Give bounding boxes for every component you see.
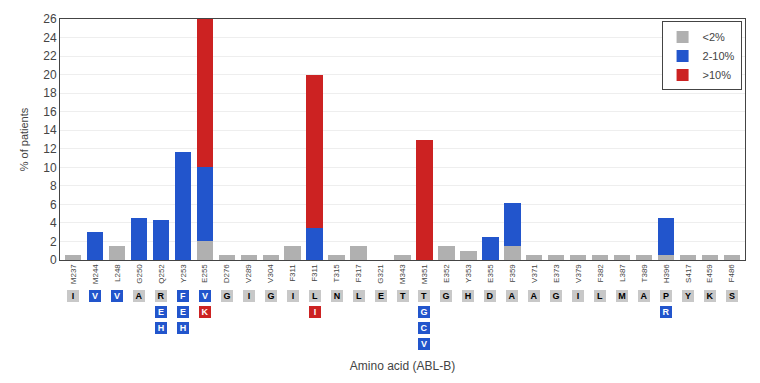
svg-text:R: R: [158, 291, 165, 301]
svg-text:L: L: [597, 291, 603, 301]
svg-text:F311: F311: [288, 264, 297, 282]
svg-text:G321: G321: [376, 264, 385, 284]
svg-text:A: A: [136, 291, 143, 301]
svg-text:I: I: [577, 291, 580, 301]
svg-text:4: 4: [50, 216, 57, 230]
svg-text:L248: L248: [113, 264, 122, 282]
svg-text:H: H: [180, 323, 187, 333]
svg-text:C: C: [421, 323, 428, 333]
svg-text:G: G: [442, 291, 449, 301]
svg-text:M343: M343: [398, 264, 407, 285]
svg-text:L: L: [312, 291, 318, 301]
svg-text:H396: H396: [662, 264, 671, 284]
svg-text:16: 16: [43, 105, 57, 119]
svg-text:8: 8: [50, 179, 57, 193]
svg-text:E: E: [180, 307, 186, 317]
svg-text:E352: E352: [442, 264, 451, 283]
svg-text:<2%: <2%: [703, 31, 726, 43]
svg-text:V: V: [421, 339, 427, 349]
svg-text:V: V: [114, 291, 120, 301]
svg-text:H: H: [158, 323, 165, 333]
svg-text:K: K: [707, 291, 714, 301]
svg-text:A: A: [531, 291, 538, 301]
svg-text:2-10%: 2-10%: [703, 50, 735, 62]
svg-text:T389: T389: [640, 264, 649, 283]
svg-text:T: T: [421, 291, 427, 301]
svg-text:D: D: [487, 291, 494, 301]
svg-text:G250: G250: [135, 264, 144, 284]
svg-text:% of patients: % of patients: [18, 107, 30, 171]
svg-text:V289: V289: [244, 264, 253, 283]
svg-text:G: G: [267, 291, 274, 301]
svg-text:L: L: [356, 291, 362, 301]
svg-text:M: M: [618, 291, 626, 301]
svg-text:E255: E255: [201, 264, 210, 283]
svg-text:T315: T315: [332, 264, 341, 283]
svg-text:I: I: [292, 291, 295, 301]
svg-text:E: E: [378, 291, 384, 301]
svg-text:A: A: [509, 291, 516, 301]
svg-text:I: I: [314, 307, 317, 317]
svg-text:V: V: [92, 291, 98, 301]
svg-text:G: G: [223, 291, 230, 301]
svg-text:L387: L387: [618, 264, 627, 282]
svg-text:22: 22: [43, 49, 57, 63]
svg-text:20: 20: [43, 68, 57, 82]
svg-text:P: P: [663, 291, 669, 301]
svg-text:Y: Y: [685, 291, 691, 301]
svg-text:26: 26: [43, 12, 57, 26]
svg-text:S417: S417: [684, 264, 693, 283]
svg-text:Amino acid (ABL-B): Amino acid (ABL-B): [350, 359, 455, 373]
svg-text:H: H: [465, 291, 472, 301]
svg-text:D276: D276: [222, 264, 231, 284]
svg-text:14: 14: [43, 123, 57, 137]
svg-text:F359: F359: [508, 264, 517, 283]
svg-text:V379: V379: [574, 264, 583, 283]
svg-text:S: S: [729, 291, 735, 301]
svg-text:R: R: [663, 307, 670, 317]
svg-text:M244: M244: [91, 264, 100, 285]
svg-text:V304: V304: [266, 264, 275, 283]
svg-text:>10%: >10%: [703, 69, 732, 81]
svg-text:6: 6: [50, 198, 57, 212]
svg-text:K: K: [202, 307, 209, 317]
svg-text:24: 24: [43, 31, 57, 45]
svg-text:F486: F486: [727, 264, 736, 283]
svg-text:F: F: [180, 291, 186, 301]
svg-text:10: 10: [43, 161, 57, 175]
svg-text:V371: V371: [530, 264, 539, 283]
svg-text:E: E: [158, 307, 164, 317]
svg-text:M351: M351: [420, 264, 429, 285]
svg-text:A: A: [641, 291, 648, 301]
svg-text:F317: F317: [354, 264, 363, 283]
svg-text:Y253: Y253: [179, 264, 188, 283]
svg-text:18: 18: [43, 86, 57, 100]
svg-text:E373: E373: [552, 264, 561, 283]
svg-text:F382: F382: [596, 264, 605, 283]
svg-text:0: 0: [50, 253, 57, 267]
svg-text:12: 12: [43, 142, 57, 156]
svg-text:F311: F311: [310, 264, 319, 282]
svg-text:Q252: Q252: [157, 264, 166, 284]
svg-text:E355: E355: [486, 264, 495, 283]
svg-text:G: G: [552, 291, 559, 301]
svg-text:2: 2: [50, 235, 57, 249]
svg-text:G: G: [420, 307, 427, 317]
svg-text:E459: E459: [705, 264, 714, 283]
svg-text:I: I: [248, 291, 251, 301]
svg-text:T: T: [400, 291, 406, 301]
svg-text:I: I: [72, 291, 75, 301]
svg-text:V: V: [202, 291, 208, 301]
svg-text:Y353: Y353: [464, 264, 473, 283]
svg-text:M237: M237: [69, 264, 78, 285]
svg-text:N: N: [334, 291, 341, 301]
